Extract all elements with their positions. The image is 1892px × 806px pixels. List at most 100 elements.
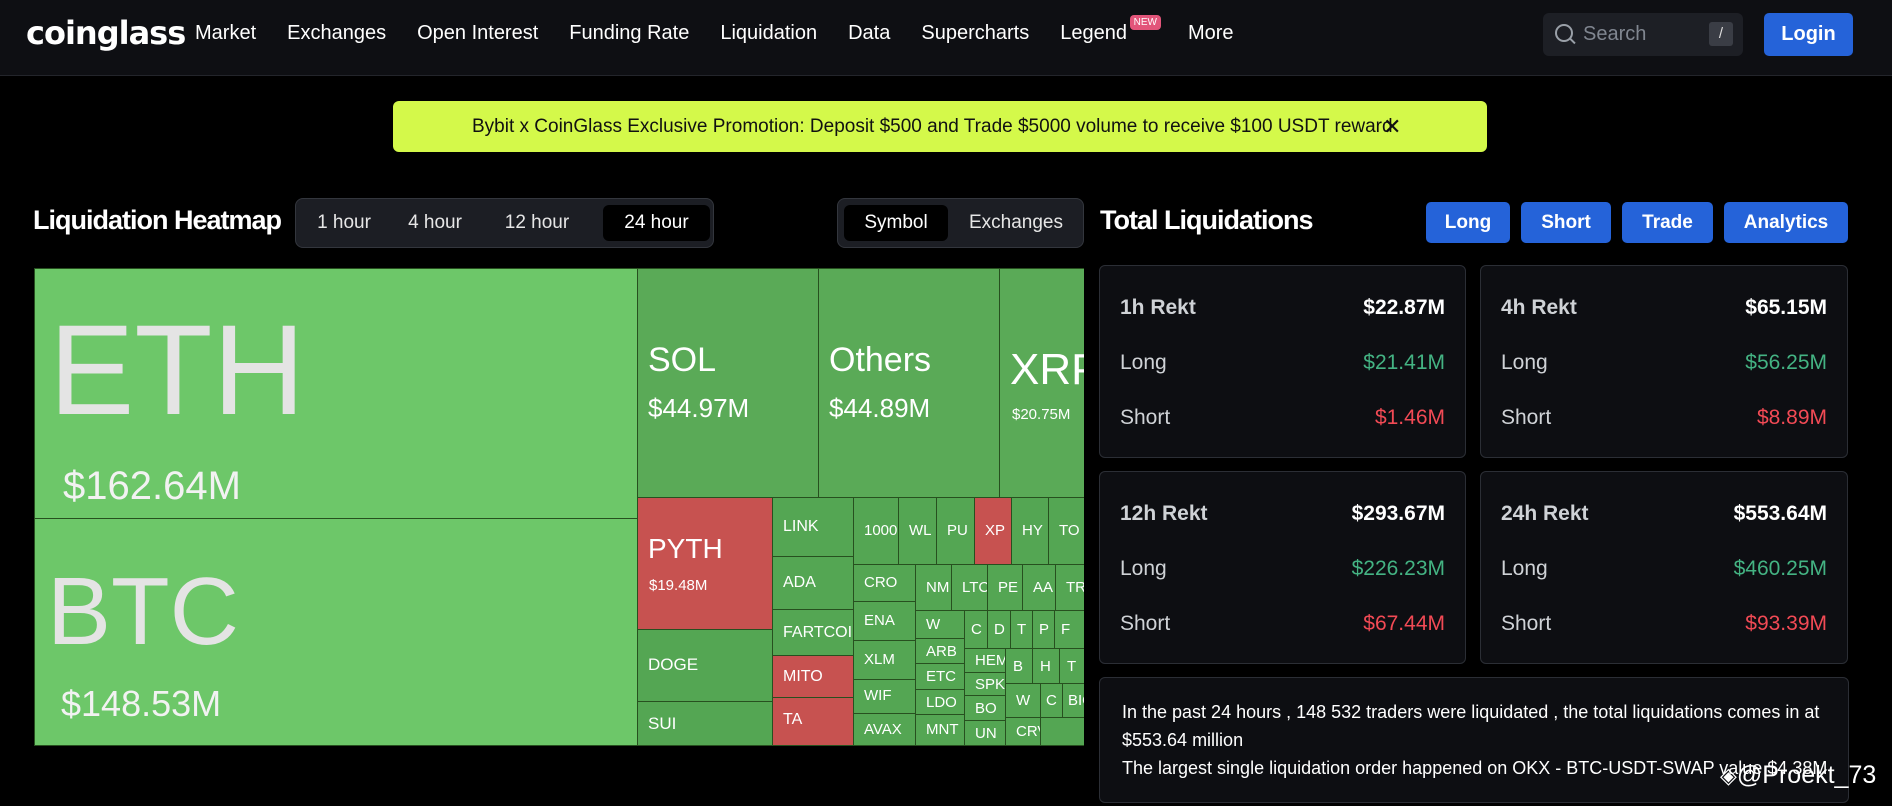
heatmap-cell-sui[interactable]: SUI [637, 701, 773, 746]
cell-t2-name: T [1067, 658, 1077, 675]
heatmap-cell-1000b[interactable]: LDO [915, 689, 965, 715]
heatmap-cell-un[interactable]: CRV [1005, 717, 1041, 746]
heatmap-cell-ta[interactable]: TA [772, 697, 854, 746]
heatmap-cell-d[interactable]: D [987, 610, 1011, 649]
cell-ltc-name: LTC [962, 579, 988, 596]
heatmap-cell-xlm[interactable]: XLM [853, 640, 916, 680]
heatmap-cell-aa[interactable]: AA [1022, 564, 1056, 611]
heatmap-cell-doge[interactable]: DOGE [637, 629, 773, 702]
card-4h-total: $65.15M [1745, 296, 1827, 319]
analytics-button[interactable]: Analytics [1724, 202, 1848, 243]
cell-bo-name: W [1016, 692, 1031, 709]
heatmap-cell-b[interactable]: B [1005, 648, 1033, 684]
cell-mito-name: MITO [783, 668, 823, 685]
heatmap-cell-ltc[interactable]: LTC [951, 564, 988, 611]
heatmap-cell-w2[interactable]: C [1040, 683, 1063, 718]
tab-exchanges[interactable]: Exchanges [968, 212, 1063, 233]
summary-line-1: In the past 24 hours , 148 532 traders w… [1122, 702, 1820, 750]
nav-funding-rate[interactable]: Funding Rate [569, 22, 690, 44]
cell-hy-name: HY [1022, 522, 1043, 539]
heatmap-cell-wl[interactable]: WL [898, 497, 937, 565]
heatmap-cell-eth[interactable]: ETH $162.64M [34, 268, 638, 519]
heatmap-cell-xrp[interactable]: XRP $20.75M [999, 268, 1084, 498]
cell-mnt-name: UN [975, 725, 997, 742]
heatmap-cell-ldo[interactable]: BO [964, 695, 1006, 721]
nav-exchanges[interactable]: Exchanges [287, 22, 387, 44]
nav-open-interest[interactable]: Open Interest [417, 22, 539, 44]
login-button[interactable]: Login [1764, 13, 1853, 56]
cell-sol-value: $44.97M [648, 393, 750, 423]
heatmap-cell-btc[interactable]: BTC $148.53M [34, 518, 638, 746]
heatmap-cell-cro[interactable]: CRO [853, 564, 916, 602]
cell-eth-name: ETH [49, 299, 305, 442]
heatmap-cell-pu[interactable]: PU [936, 497, 975, 565]
cell-sui-name: SUI [648, 714, 677, 733]
heatmap-cell-pe[interactable]: PE [987, 564, 1023, 611]
tab-1-hour[interactable]: 1 hour [317, 212, 371, 233]
heatmap-cell-p[interactable]: P [1032, 610, 1055, 649]
long-button[interactable]: Long [1426, 202, 1510, 243]
heatmap-cell-etc[interactable]: ETC [915, 663, 965, 690]
cell-f-name: F [1061, 621, 1071, 638]
cell-1000-name: 1000 [864, 522, 898, 539]
trade-button[interactable]: Trade [1622, 202, 1713, 243]
card-12h-long-value: $226.23M [1351, 557, 1445, 580]
cell-fartcoin-name: FARTCOIN [783, 624, 853, 641]
heatmap-cell-mito[interactable]: MITO [772, 655, 854, 698]
close-icon[interactable]: ✕ [1383, 114, 1402, 139]
heatmap-cell-t2[interactable]: T [1059, 648, 1084, 684]
coinglass-logo[interactable]: coinglass [26, 14, 186, 52]
heatmap-cell-crv[interactable] [1040, 717, 1084, 746]
heatmap-cell-to[interactable]: TO [1048, 497, 1084, 565]
heatmap-cell-h[interactable]: H [1032, 648, 1060, 684]
cell-nm-name: NM [926, 579, 950, 596]
heatmap-cell-fartcoin[interactable]: FARTCOIN [772, 609, 854, 656]
short-button[interactable]: Short [1521, 202, 1611, 243]
nav-legend[interactable]: Legend NEW [1060, 15, 1161, 45]
search-placeholder: Search [1583, 23, 1647, 45]
heatmap-cell-hem[interactable]: HEM [964, 648, 1006, 673]
heatmap-cell-mnt[interactable]: UN [964, 720, 1006, 746]
heatmap-cell-avax[interactable]: AVAX [853, 713, 916, 746]
cell-w2-name: C [1046, 692, 1057, 709]
heatmap-cell-xp[interactable]: XP [974, 497, 1012, 565]
heatmap-cell-tr[interactable]: TR [1055, 564, 1084, 611]
heatmap-cell-pyth[interactable]: PYTH $19.48M [637, 497, 773, 630]
card-12h-total: $293.67M [1351, 502, 1445, 525]
heatmap-cell-t[interactable]: T [1010, 610, 1033, 649]
nav-liquidation[interactable]: Liquidation [720, 22, 818, 44]
tab-12-hour[interactable]: 12 hour [504, 212, 570, 233]
heatmap-cell-1000[interactable]: 1000 [853, 497, 899, 565]
heatmap-cell-c2[interactable]: BIO [1062, 683, 1084, 718]
heatmap-cell-nm[interactable]: NM [915, 564, 952, 611]
main-nav: Market Exchanges Open Interest Funding R… [195, 15, 1234, 45]
heatmap-cell-ena[interactable]: ENA [853, 601, 916, 641]
heatmap-title: Liquidation Heatmap [33, 205, 282, 235]
heatmap-cell-ada[interactable]: ADA [772, 556, 854, 610]
heatmap-cell-spk[interactable]: SPK [964, 672, 1006, 696]
promo-banner[interactable]: Bybit x CoinGlass Exclusive Promotion: D… [393, 101, 1487, 152]
heatmap-cell-f[interactable]: F [1054, 610, 1084, 649]
nav-market[interactable]: Market [195, 22, 257, 44]
tab-symbol[interactable]: Symbol [844, 205, 948, 241]
cell-pu-name: PU [947, 522, 968, 539]
nav-supercharts[interactable]: Supercharts [921, 22, 1030, 44]
tab-4-hour[interactable]: 4 hour [408, 212, 462, 233]
search-input[interactable]: Search / [1543, 13, 1743, 56]
tab-24-hour[interactable]: 24 hour [603, 205, 710, 241]
heatmap-cell-arb[interactable]: ARB [915, 638, 965, 664]
card-1h-short-value: $1.46M [1374, 406, 1445, 429]
heatmap-cell-link[interactable]: LINK [772, 497, 854, 557]
heatmap-cell-hy[interactable]: HY [1011, 497, 1049, 565]
heatmap-cell-others[interactable]: Others $44.89M [818, 268, 1000, 498]
heatmap-cell-bo[interactable]: W [1005, 683, 1041, 718]
view-tabs: Symbol Exchanges [837, 198, 1084, 248]
heatmap-cell-bio[interactable]: MNT [915, 714, 965, 746]
heatmap-cell-sol[interactable]: SOL $44.97M [637, 268, 819, 498]
heatmap-cell-wif[interactable]: WIF [853, 679, 916, 714]
nav-more[interactable]: More [1187, 22, 1234, 44]
nav-data[interactable]: Data [848, 22, 891, 44]
card-24h-label: 24h Rekt [1501, 502, 1589, 525]
heatmap-cell-c[interactable]: C [964, 610, 988, 649]
heatmap-cell-w[interactable]: W [915, 610, 965, 639]
